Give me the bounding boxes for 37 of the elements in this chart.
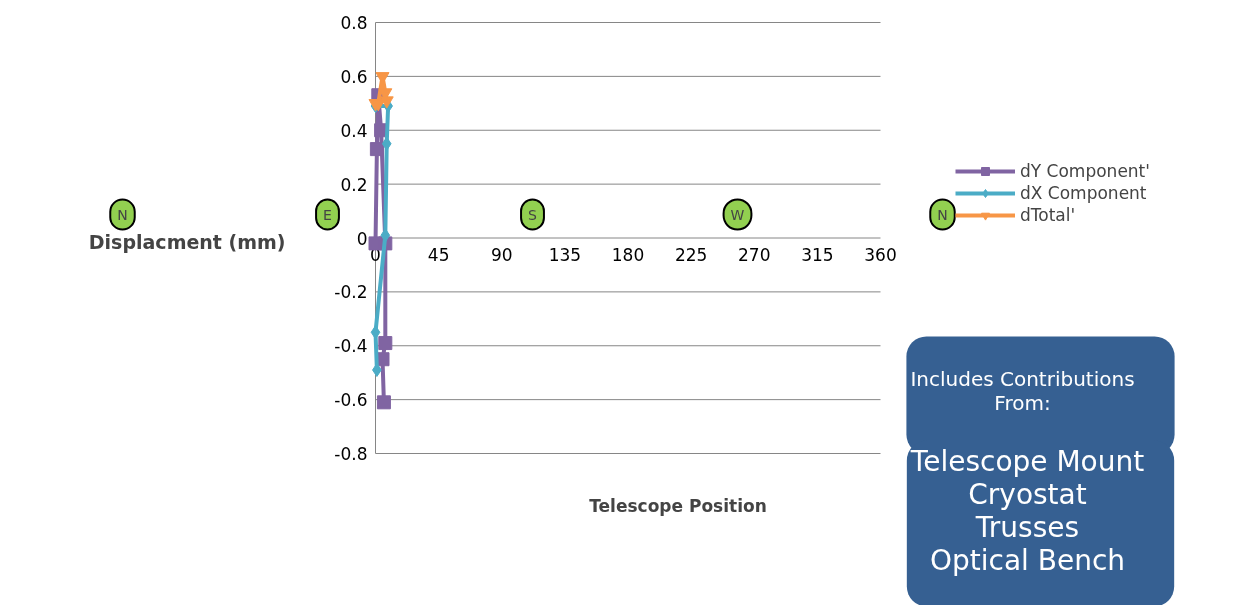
x-tick-label: 180 bbox=[611, 245, 645, 265]
text: Includes Contributions From: bbox=[910, 366, 1135, 415]
text: Cryostat bbox=[968, 477, 1087, 511]
point bbox=[376, 395, 391, 410]
x-tick-label: 90 bbox=[490, 245, 513, 265]
y-tick-label: 0.6 bbox=[340, 66, 368, 87]
y-tick-label: 0.8 bbox=[340, 13, 368, 33]
y-tick-label: 0.4 bbox=[340, 120, 368, 141]
legend-label: dX Component bbox=[1020, 183, 1147, 203]
x-tick-label: 225 bbox=[674, 245, 708, 265]
y-tick-label: -0.2 bbox=[334, 282, 368, 303]
text: Optical Bench bbox=[929, 543, 1126, 577]
annotation: W bbox=[730, 206, 745, 223]
x-axis-title: Telescope Position bbox=[589, 495, 767, 516]
legend-label: dY Component' bbox=[1020, 161, 1150, 181]
annotation: S bbox=[528, 206, 538, 223]
text: E bbox=[323, 206, 332, 223]
y-tick-label: -0.4 bbox=[334, 336, 368, 357]
x-tick-label: 270 bbox=[738, 245, 771, 265]
point bbox=[378, 336, 393, 351]
x-tick-label: 135 bbox=[548, 245, 582, 265]
x-tick-label: 45 bbox=[427, 245, 450, 265]
legend-label: dTotal' bbox=[1020, 205, 1076, 225]
point bbox=[380, 228, 391, 243]
text: Trusses bbox=[974, 510, 1080, 544]
text: N bbox=[117, 206, 128, 223]
y-tick-label: 0 bbox=[356, 228, 368, 249]
point bbox=[369, 142, 384, 157]
y-tick-label: -0.6 bbox=[334, 390, 368, 411]
x-tick-label: 360 bbox=[864, 245, 897, 265]
y-tick-label: 0.2 bbox=[340, 174, 368, 195]
y-axis-title: Displacment (mm) bbox=[88, 230, 286, 253]
point bbox=[379, 96, 394, 109]
text: Telescope Mount bbox=[909, 444, 1145, 478]
x-tick-label: 315 bbox=[801, 245, 834, 265]
text: N bbox=[937, 206, 948, 223]
y-tick-label: -0.8 bbox=[334, 444, 368, 464]
